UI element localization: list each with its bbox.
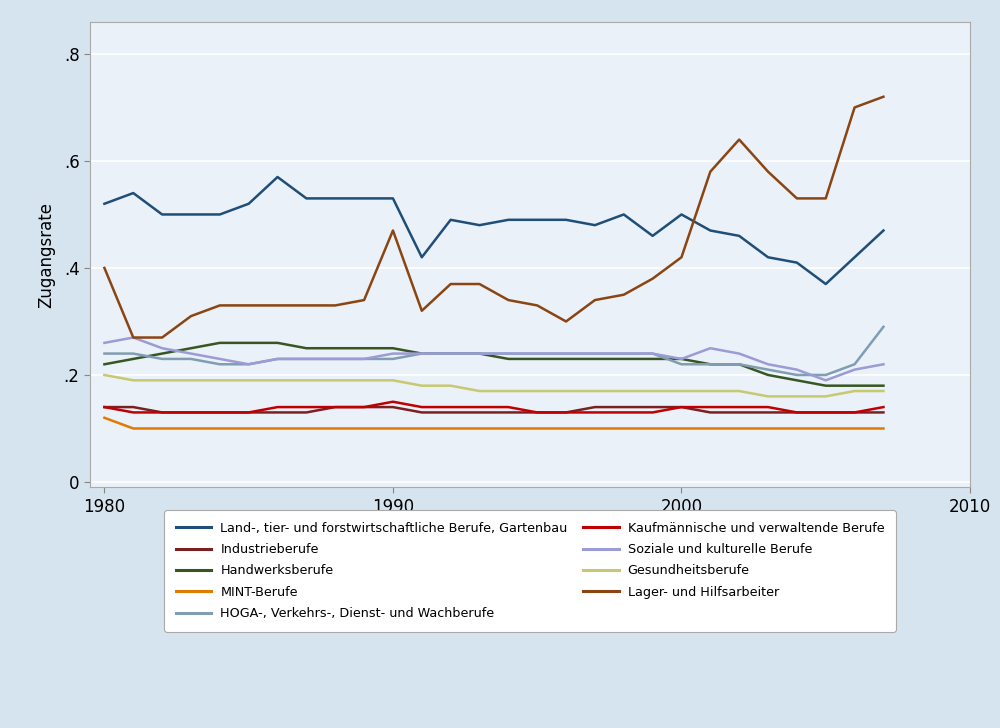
X-axis label: Jahr: Jahr <box>512 521 548 539</box>
Y-axis label: Zugangsrate: Zugangsrate <box>37 202 55 308</box>
Legend: Land-, tier- und forstwirtschaftliche Berufe, Gartenbau, Industrieberufe, Handwe: Land-, tier- und forstwirtschaftliche Be… <box>164 510 896 632</box>
